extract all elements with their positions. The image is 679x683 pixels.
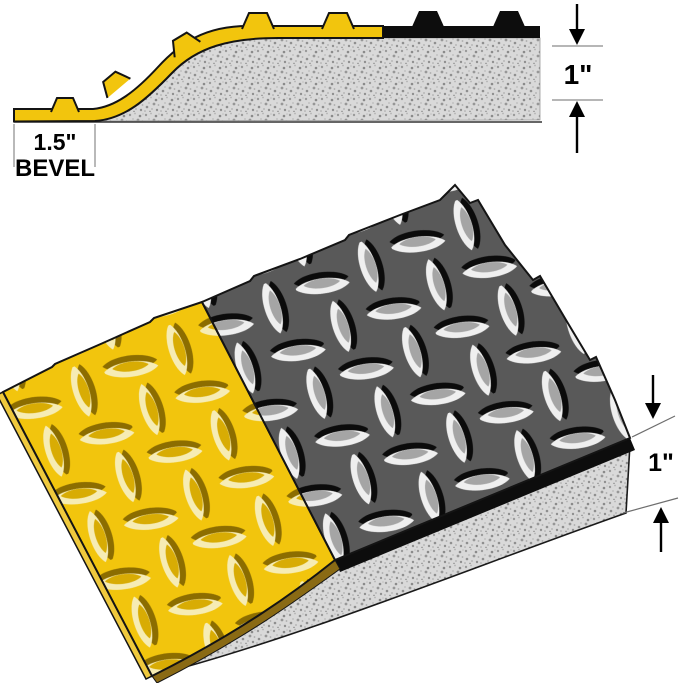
black-top-strip	[383, 11, 540, 38]
yellow-plate-surface	[1, 300, 337, 678]
dark-plate-surface	[200, 183, 632, 562]
yellow-tread-bumps	[50, 12, 355, 113]
pv-thickness-dimension: 1"	[622, 375, 679, 552]
arrow-down-icon	[645, 403, 661, 419]
bevel-length-label: 1.5"	[34, 129, 77, 155]
arrow-up-icon	[653, 507, 669, 523]
pv-thickness-label: 1"	[648, 449, 674, 477]
arrow-down-icon	[569, 29, 585, 45]
black-plate-edge-band	[335, 438, 635, 572]
cs-bevel-dimension: 1.5" BEVEL	[13, 124, 96, 180]
bevel-word-label: BEVEL	[15, 155, 95, 180]
cs-thickness-label: 1"	[564, 59, 593, 90]
cross-section-diagram: 1" 1.5" BEVEL	[13, 4, 603, 180]
perspective-view: 1"	[0, 183, 679, 683]
arrow-up-icon	[569, 101, 585, 117]
cs-thickness-dimension: 1"	[552, 4, 603, 153]
